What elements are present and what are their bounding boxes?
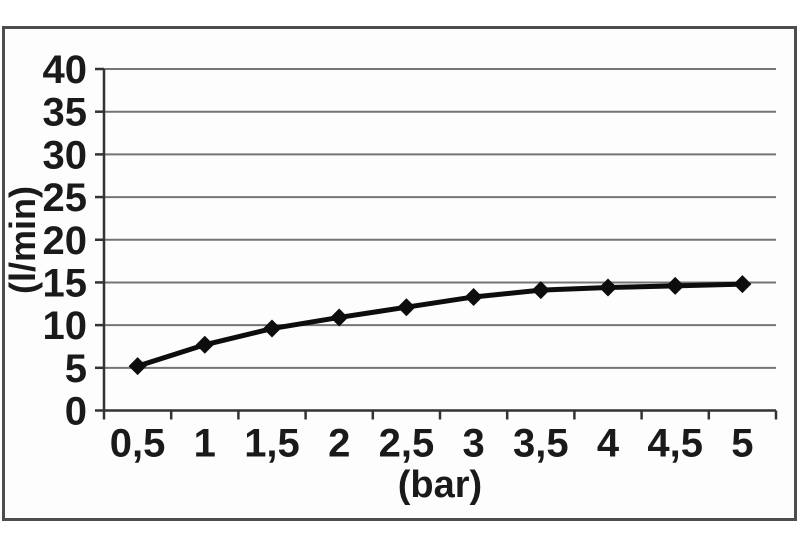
data-point-marker: [330, 308, 349, 327]
x-tick-label: 2,5: [379, 422, 435, 466]
y-tick-label: 20: [43, 219, 88, 263]
data-point-marker: [531, 281, 550, 300]
y-tick-label: 10: [43, 304, 88, 348]
series-line: [135, 281, 745, 369]
x-tick-label: 3: [462, 422, 484, 466]
x-tick-label: 2: [328, 422, 350, 466]
x-tick-label: 4,5: [647, 422, 703, 466]
gridlines-layer: [104, 68, 776, 369]
data-point-marker: [263, 319, 281, 338]
data-point-marker: [397, 298, 416, 317]
data-point-marker: [666, 276, 685, 295]
data-point-marker: [195, 335, 214, 354]
x-tick-label: 0,5: [110, 422, 166, 466]
chart-frame: 0 5 10 15 20 25 30 35 40 0,5 1 1,5 2 2,5 3 3,5 4 4,5 5 (l/…: [2, 26, 797, 521]
y-tick-label: 35: [43, 91, 88, 135]
x-tick-label: 1: [194, 422, 216, 466]
y-tick-label: 5: [65, 347, 87, 391]
y-tick-label: 25: [43, 176, 88, 220]
y-tick-label: 15: [43, 261, 88, 305]
axes-layer: [95, 67, 778, 420]
x-tick-label: 4: [597, 422, 620, 466]
x-tick-label: 1,5: [244, 422, 300, 466]
series-layer: [128, 275, 752, 376]
x-axis-title: (bar): [398, 464, 482, 506]
x-tick-label: 3,5: [513, 422, 569, 466]
y-tick-label: 0: [65, 390, 87, 434]
y-tick-label: 40: [43, 48, 88, 92]
y-tick-label: 30: [43, 133, 88, 177]
x-tick-label: 5: [731, 422, 753, 466]
y-axis-title: (l/min): [5, 186, 43, 294]
data-point-marker: [599, 278, 617, 297]
data-point-marker: [128, 357, 147, 376]
data-point-marker: [464, 287, 483, 306]
data-point-marker: [733, 275, 752, 294]
